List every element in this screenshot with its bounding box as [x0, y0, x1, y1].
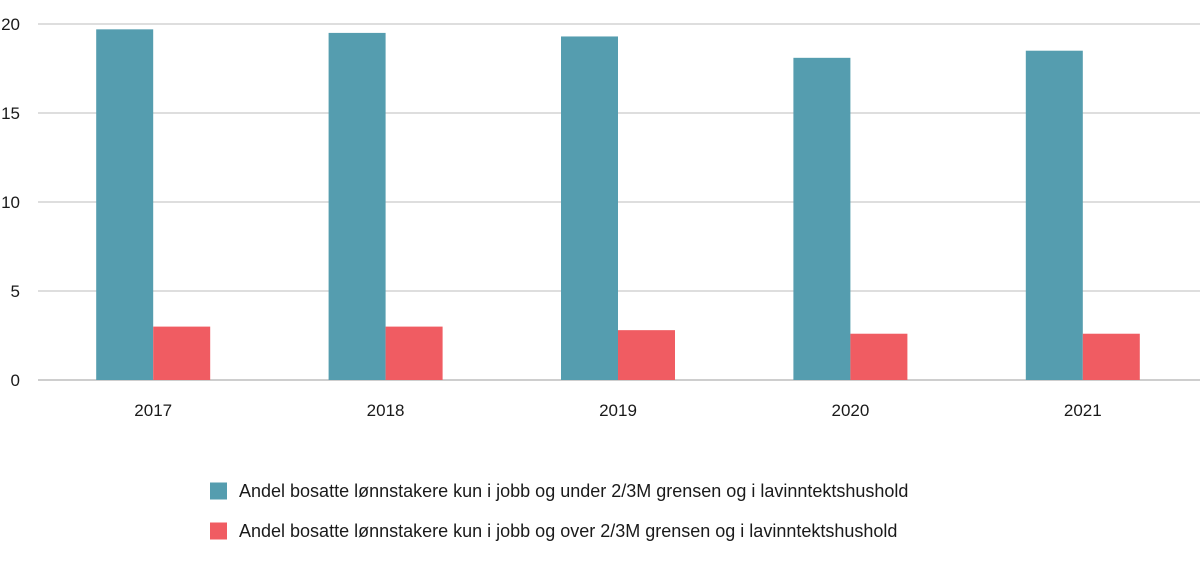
- y-tick-label: 20: [1, 15, 20, 34]
- bar-series1-2021: [1025, 50, 1083, 380]
- axis-layer: 0 5 10 15 20 2017 2018 2019 2020 2021: [1, 15, 1102, 420]
- bar-series1-2017: [96, 29, 154, 381]
- grid-layer: [38, 23, 1200, 381]
- legend-swatch-series1: [210, 482, 227, 500]
- bar-series2-2017: [153, 326, 211, 380]
- bar-series2-2018: [385, 326, 443, 380]
- y-tick-label: 5: [11, 282, 20, 301]
- x-tick-label-2021: 2021: [1064, 401, 1102, 420]
- bar-series1-2020: [793, 57, 851, 380]
- x-tick-label-2017: 2017: [134, 401, 172, 420]
- bar-series1-2018: [328, 32, 386, 381]
- bar-series2-2020: [850, 333, 908, 380]
- legend-label-series2: Andel bosatte lønnstakere kun i jobb og …: [239, 521, 897, 541]
- x-tick-label-2018: 2018: [367, 401, 405, 420]
- y-tick-label: 15: [1, 104, 20, 123]
- y-tick-label: 10: [1, 193, 20, 212]
- y-tick-label: 0: [11, 371, 20, 390]
- bar-series2-2019: [618, 330, 675, 380]
- bar-series1-2019: [561, 36, 618, 381]
- bar-series2-2021: [1082, 333, 1140, 380]
- x-tick-label-2020: 2020: [831, 401, 869, 420]
- bars-layer: [96, 29, 1140, 381]
- legend: Andel bosatte lønnstakere kun i jobb og …: [210, 481, 908, 541]
- legend-swatch-series2: [210, 522, 227, 540]
- x-tick-label-2019: 2019: [599, 401, 637, 420]
- legend-label-series1: Andel bosatte lønnstakere kun i jobb og …: [239, 481, 908, 501]
